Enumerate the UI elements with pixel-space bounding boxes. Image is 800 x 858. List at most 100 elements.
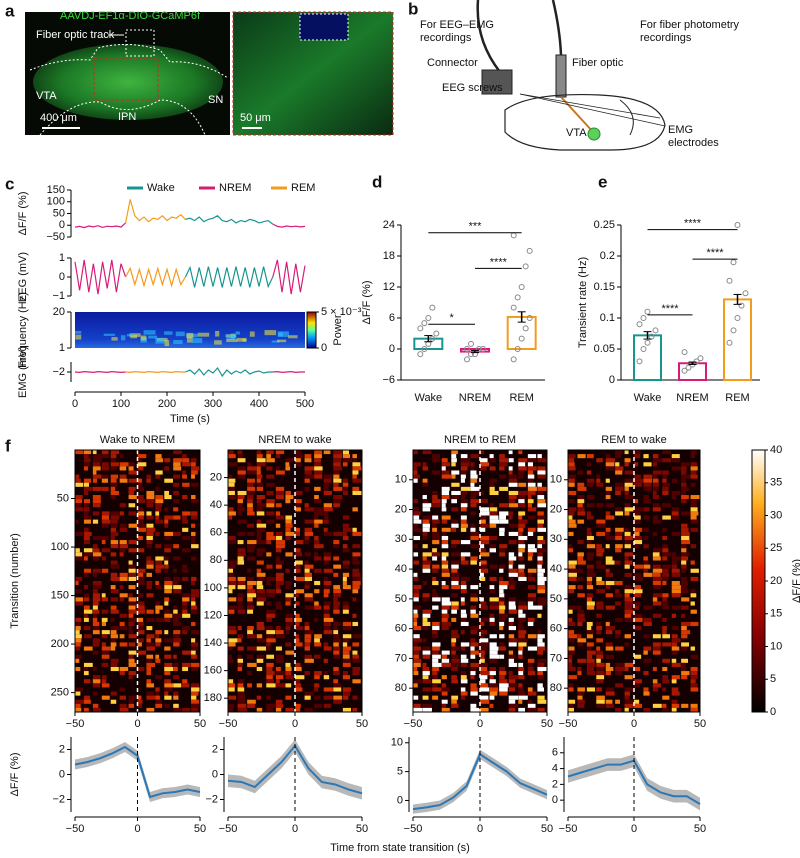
heatmap-texture bbox=[304, 658, 314, 663]
data-point bbox=[429, 304, 436, 311]
heatmap-texture bbox=[119, 626, 128, 631]
panel-label: c bbox=[5, 174, 14, 193]
heatmap-texture bbox=[634, 703, 643, 708]
heatmap-texture bbox=[662, 597, 668, 602]
heatmap-texture bbox=[256, 576, 265, 581]
heatmap-texture bbox=[422, 646, 431, 651]
heatmap-texture bbox=[441, 507, 447, 512]
data-point bbox=[636, 358, 643, 365]
sem-band bbox=[413, 749, 547, 814]
heatmap-texture bbox=[451, 634, 460, 639]
heatmap-texture bbox=[92, 597, 101, 602]
heatmap-texture bbox=[681, 630, 691, 635]
heatmap-texture bbox=[146, 695, 156, 700]
trace bbox=[74, 370, 305, 374]
heatmap-texture bbox=[652, 679, 658, 684]
heatmap-texture bbox=[460, 691, 468, 696]
heatmap-texture bbox=[577, 454, 586, 459]
heatmap-texture bbox=[173, 634, 180, 639]
heatmap-texture bbox=[92, 503, 101, 508]
heatmap-texture bbox=[75, 503, 81, 508]
heatmap-texture bbox=[295, 634, 299, 639]
data-point bbox=[421, 346, 428, 352]
heatmap-texture bbox=[422, 531, 428, 536]
heatmap-texture bbox=[191, 695, 197, 700]
heatmap-texture bbox=[173, 605, 178, 610]
heatmap-texture bbox=[662, 617, 667, 622]
colorbar-tick-label: 15 bbox=[770, 608, 782, 620]
heatmap-texture bbox=[285, 683, 292, 688]
heatmap-texture bbox=[228, 495, 237, 500]
heatmap-texture bbox=[275, 535, 283, 541]
heatmap-texture bbox=[333, 540, 340, 545]
heatmap-texture bbox=[537, 634, 545, 639]
heatmap-texture bbox=[586, 556, 593, 561]
heatmap-texture bbox=[137, 703, 143, 708]
heatmap-texture bbox=[352, 658, 360, 663]
heatmap-texture bbox=[333, 544, 339, 549]
heatmap-texture bbox=[499, 683, 509, 688]
heatmap-texture bbox=[577, 499, 585, 504]
heatmap-texture bbox=[173, 675, 180, 680]
heatmap-texture bbox=[110, 486, 116, 491]
heatmap-texture bbox=[586, 601, 595, 606]
heatmap-texture bbox=[499, 593, 505, 598]
heatmap-texture bbox=[605, 568, 610, 573]
heatmap-texture bbox=[101, 511, 110, 516]
heatmap-texture bbox=[110, 642, 117, 647]
heatmap-texture bbox=[285, 650, 295, 655]
heatmap-texture bbox=[146, 662, 156, 667]
heatmap-texture bbox=[577, 576, 584, 581]
heatmap-texture bbox=[634, 601, 641, 606]
heatmap-texture bbox=[266, 474, 275, 479]
heatmap-texture bbox=[342, 642, 348, 647]
heatmap-texture bbox=[634, 613, 643, 618]
heatmap-texture bbox=[352, 462, 361, 467]
y-axis-label: EMG (mV) bbox=[17, 346, 29, 398]
heatmap-texture bbox=[568, 564, 576, 569]
heatmap-texture bbox=[518, 531, 523, 536]
heatmap-texture bbox=[155, 544, 162, 549]
heatmap-texture bbox=[101, 650, 110, 655]
heatmap-texture bbox=[470, 556, 478, 561]
heatmap-texture bbox=[596, 552, 603, 557]
heatmap-texture bbox=[295, 642, 303, 647]
heatmap-texture bbox=[237, 646, 244, 651]
heatmap-texture bbox=[295, 568, 301, 573]
heatmap-texture bbox=[624, 495, 634, 500]
heatmap-texture bbox=[537, 646, 546, 651]
heatmap-texture bbox=[568, 617, 573, 622]
heatmap-texture bbox=[128, 466, 134, 471]
heatmap-texture bbox=[342, 478, 348, 483]
heatmap-texture bbox=[634, 589, 643, 594]
heatmap-texture bbox=[615, 531, 623, 536]
heatmap-texture bbox=[537, 662, 545, 667]
heatmap-texture bbox=[295, 527, 300, 532]
heatmap-texture bbox=[182, 626, 190, 631]
heatmap-texture bbox=[275, 576, 284, 581]
heatmap-texture bbox=[690, 593, 697, 598]
x-tick-label: −50 bbox=[559, 823, 578, 835]
heatmap-texture bbox=[527, 593, 536, 598]
heatmap-texture bbox=[333, 495, 343, 500]
region-label: SN bbox=[208, 94, 223, 106]
heatmap-texture bbox=[681, 646, 688, 651]
heatmap-texture bbox=[295, 531, 300, 536]
heatmap-texture bbox=[518, 495, 526, 500]
heatmap-texture bbox=[518, 695, 528, 700]
heatmap-texture bbox=[333, 572, 339, 577]
heatmap-texture bbox=[228, 535, 236, 541]
heatmap-texture bbox=[173, 531, 181, 536]
heatmap-texture bbox=[247, 683, 253, 688]
heatmap-texture bbox=[422, 556, 427, 561]
heatmap-texture bbox=[568, 654, 573, 659]
heatmap-texture bbox=[146, 646, 155, 651]
heatmap-texture bbox=[470, 613, 479, 618]
heatmap-texture bbox=[110, 482, 118, 487]
heatmap-texture bbox=[228, 658, 234, 663]
heatmap-texture bbox=[128, 523, 138, 528]
heatmap-texture bbox=[173, 654, 177, 659]
heatmap-texture bbox=[266, 626, 273, 631]
heatmap-texture bbox=[499, 621, 505, 627]
heatmap-texture bbox=[228, 638, 238, 643]
